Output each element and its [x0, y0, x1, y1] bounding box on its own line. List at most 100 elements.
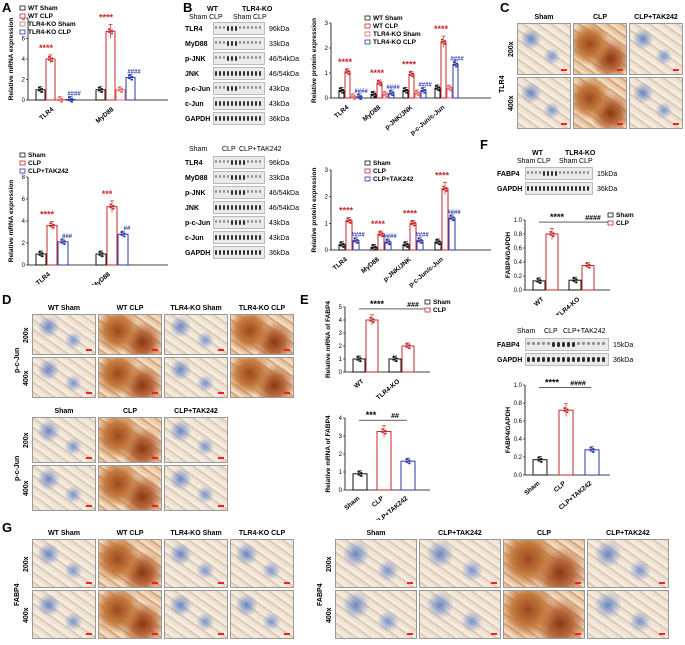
- data-point: [388, 89, 392, 92]
- data-point: [585, 265, 588, 268]
- blot-row-label: p-c-Jun: [185, 86, 211, 93]
- scale-bar: [617, 69, 623, 71]
- y-axis-label: Relative mRNA expression: [8, 180, 15, 263]
- ihc-image: [32, 539, 96, 588]
- blot-band: [223, 26, 225, 29]
- data-point: [536, 277, 539, 280]
- ihc-column-label: CLP+TAK242: [606, 530, 650, 537]
- scale-bar: [218, 392, 224, 394]
- blot-band: [215, 250, 217, 255]
- data-point: [440, 38, 444, 41]
- y-tick-label: 3: [325, 168, 329, 174]
- data-point: [359, 357, 362, 360]
- data-point: [369, 319, 372, 322]
- data-point: [552, 235, 555, 238]
- data-point: [52, 223, 55, 226]
- blot-band: [227, 41, 229, 46]
- blot-band: [231, 26, 233, 31]
- panel-label-a: A: [2, 0, 12, 15]
- ihc-image: [335, 590, 417, 639]
- data-point: [60, 238, 63, 241]
- blot-band: [243, 41, 245, 44]
- data-point: [112, 207, 115, 210]
- bar: [408, 73, 415, 99]
- blot-sub-label: CLP+TAK242: [239, 146, 282, 153]
- data-point: [70, 97, 74, 100]
- ihc-magnification-label: 200x: [23, 432, 30, 448]
- western-blot-f-bottom: Sham CLP CLP+TAK242 FABP4 15kDa GAPDH 36kDa: [497, 328, 657, 373]
- data-point: [539, 279, 542, 282]
- blot-band: [227, 101, 229, 106]
- data-point: [589, 449, 592, 452]
- significance-hash: ####: [67, 91, 81, 97]
- blot-band: [243, 56, 245, 59]
- data-point: [536, 280, 539, 283]
- data-point: [403, 244, 406, 247]
- blot-band: [259, 116, 261, 121]
- blot-row-label: MyD88: [185, 41, 208, 48]
- ihc-column-label: Sham: [54, 408, 74, 415]
- data-point: [112, 204, 115, 208]
- ihc-image: [587, 590, 669, 639]
- ihc-image: [32, 417, 96, 463]
- data-point: [382, 91, 386, 94]
- data-point: [391, 91, 395, 94]
- blot-row-label: JNK: [185, 71, 200, 78]
- blot-band: [239, 190, 241, 195]
- blot-kda-label: 46/54kDa: [269, 71, 299, 78]
- ihc-image: [587, 539, 669, 588]
- ihc-image: [164, 590, 228, 639]
- blot-band: [231, 56, 233, 61]
- ihc-grid-c: Sham 200x 400x CLP CLP+TAK242 TLR4: [499, 14, 685, 132]
- bar: [105, 30, 116, 101]
- blot-band: [219, 235, 221, 240]
- blot-band: [255, 56, 257, 59]
- ihc-column-label: CLP: [593, 14, 607, 21]
- blot-band: [223, 116, 225, 121]
- ihc-image: [98, 357, 162, 398]
- blot-band: [579, 171, 581, 174]
- data-point: [120, 233, 123, 236]
- x-tick-label: MyD88: [95, 106, 116, 125]
- ihc-grid-g-left: WT Sham 200x 400x WT CLP TLR4-KO Sham TLR4-KO…: [12, 530, 302, 642]
- data-point: [388, 240, 391, 243]
- blot-band: [219, 56, 221, 59]
- legend-swatch: [364, 160, 371, 166]
- blot-band: [602, 342, 605, 345]
- y-tick-label: 1: [339, 470, 343, 476]
- legend-swatch: [607, 212, 614, 218]
- blot-band: [239, 56, 241, 59]
- legend-label: CLP: [28, 160, 42, 167]
- ihc-column-label: TLR4-KO CLP: [238, 305, 286, 312]
- bar: [106, 206, 118, 266]
- significance-star: ****: [39, 43, 54, 53]
- data-point: [110, 29, 114, 32]
- y-tick-label: 0.6: [514, 246, 523, 252]
- data-point: [130, 78, 134, 81]
- blot-band: [227, 235, 229, 240]
- blot-band: [247, 26, 249, 29]
- data-point: [445, 186, 448, 190]
- significance-star: ***: [102, 189, 113, 199]
- ihc-image: [164, 465, 228, 511]
- scale-bar: [284, 349, 290, 351]
- blot-band: [563, 186, 565, 191]
- ihc-image: [629, 77, 683, 129]
- blot-band: [227, 71, 229, 76]
- data-point: [420, 87, 424, 90]
- data-point: [438, 243, 441, 246]
- blot-band: [231, 86, 233, 91]
- blot-band: [251, 250, 253, 255]
- blot-band: [223, 190, 225, 193]
- blot-kda-label: 36kDa: [269, 116, 290, 123]
- data-point: [449, 217, 452, 220]
- data-point: [408, 459, 411, 462]
- blot-band: [243, 26, 245, 29]
- ihc-magnification-label: 400x: [23, 606, 30, 623]
- blot-band: [219, 71, 221, 76]
- blot-band: [557, 357, 560, 362]
- x-tick-label: TLR4: [333, 104, 350, 120]
- ihc-column-label: WT Sham: [48, 305, 80, 312]
- y-tick-label: 1.0: [514, 383, 523, 389]
